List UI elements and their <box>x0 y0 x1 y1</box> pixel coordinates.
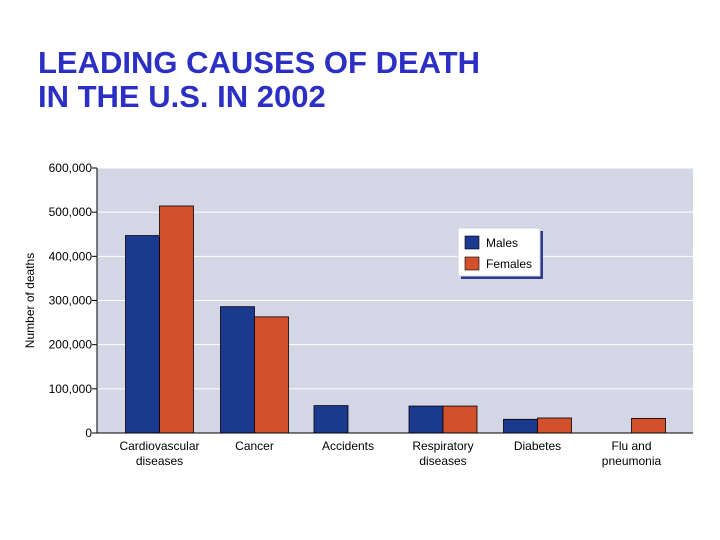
bar-males-1 <box>220 306 255 434</box>
legend-label-males: Males <box>486 236 518 250</box>
y-tick-label: 300,000 <box>49 294 93 308</box>
legend-swatch-females <box>464 256 480 271</box>
y-tick-label: 600,000 <box>49 161 93 175</box>
x-category-label: Flu and pneumonia <box>602 439 662 468</box>
bar-females-1 <box>254 316 289 434</box>
y-axis-title: Number of deaths <box>23 253 37 348</box>
chart-title-line-2: IN THE U.S. IN 2002 <box>38 79 326 114</box>
x-category-label: Respiratory diseases <box>412 439 473 468</box>
y-tick-label: 0 <box>85 426 92 440</box>
legend: Males Females <box>457 227 543 279</box>
bar-males-3 <box>408 405 444 434</box>
y-tick-label: 500,000 <box>49 205 93 219</box>
x-axis-labels: Cardiovascular diseases Cancer Accidents Res… <box>119 439 661 468</box>
y-tick-label: 200,000 <box>49 338 93 352</box>
x-category-label: Diabetes <box>514 439 561 453</box>
legend-label-females: Females <box>486 257 532 271</box>
bar-females-0 <box>159 205 194 434</box>
x-category-label: Cancer <box>235 439 274 453</box>
bar-females-5 <box>631 418 666 434</box>
bar-females-4 <box>537 417 572 434</box>
y-tick-label: 100,000 <box>49 382 93 396</box>
bar-females-3 <box>442 405 478 434</box>
legend-swatch-males <box>464 235 480 250</box>
x-category-label: Cardiovascular diseases <box>119 439 199 468</box>
chart-title: LEADING CAUSES OF DEATH IN THE U.S. IN 2… <box>38 46 480 114</box>
y-axis-ticks: 0 100,000 200,000 300,000 400,000 500,000 600,… <box>49 161 97 440</box>
bar-males-4 <box>503 418 538 434</box>
y-tick-label: 400,000 <box>49 249 93 263</box>
x-category-label: Accidents <box>322 439 374 453</box>
bar-males-0 <box>125 235 160 434</box>
gridlines <box>97 167 693 390</box>
chart-title-line-1: LEADING CAUSES OF DEATH <box>38 45 481 80</box>
bar-males-2 <box>313 405 349 434</box>
bars <box>125 205 666 434</box>
